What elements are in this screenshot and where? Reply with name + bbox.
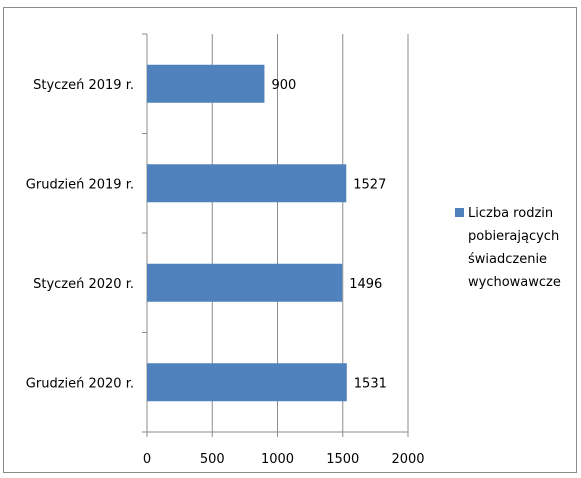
bar-3 [147,363,347,402]
bar-0 [147,64,265,103]
data-label: 1531 [354,376,387,391]
legend-line: wychowawcze [468,275,561,290]
x-tick-label: 500 [200,452,225,467]
x-tick-label: 2000 [391,452,424,467]
bars [147,64,347,402]
x-tick-label: 1500 [326,452,359,467]
labels: 0 500 1000 1500 2000 Styczeń 2019 r. 900 Grudzi… [26,78,425,467]
x-tick-label: 0 [143,452,151,467]
legend-line: świadczenie [468,252,547,267]
data-label: 900 [271,78,296,93]
legend-line: Liczba rodzin [468,206,553,221]
bar-1 [147,164,347,203]
category-label: Styczeń 2020 r. [33,277,134,292]
bar-2 [147,263,343,302]
data-label: 1496 [349,277,382,292]
category-label: Styczeń 2019 r. [33,78,134,93]
legend-swatch [455,208,464,217]
legend-label: Liczba rodzin pobierających świadczenie wyc… [468,206,561,290]
x-tick-label: 1000 [261,452,294,467]
legend-line: pobierających [468,229,559,244]
category-label: Grudzień 2019 r. [26,177,134,192]
data-label: 1527 [353,177,386,192]
category-label: Grudzień 2020 r. [26,376,134,391]
legend: Liczba rodzin pobierających świadczenie wyc… [455,206,561,290]
